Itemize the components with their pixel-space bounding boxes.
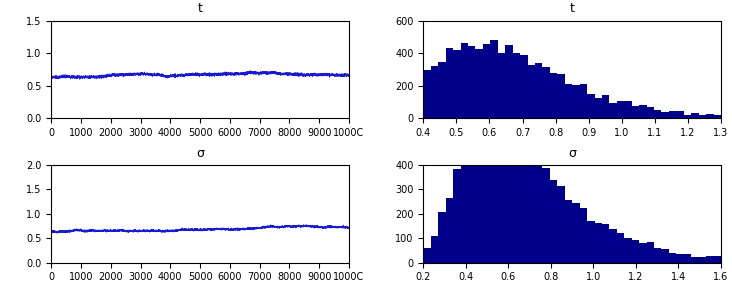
Bar <box>520 55 528 118</box>
Bar <box>565 84 572 118</box>
Bar <box>639 105 646 118</box>
Bar <box>684 254 691 263</box>
Bar <box>662 249 669 263</box>
Bar <box>654 110 662 118</box>
Bar <box>453 50 460 118</box>
Bar <box>706 256 714 263</box>
Bar <box>468 135 476 263</box>
Bar <box>438 62 446 118</box>
Bar <box>460 149 468 263</box>
Bar <box>453 169 460 263</box>
Bar <box>535 155 542 263</box>
Bar <box>483 125 490 263</box>
Bar <box>610 103 617 118</box>
Bar <box>468 46 476 118</box>
Bar <box>714 256 721 263</box>
Bar <box>706 114 714 118</box>
Bar <box>594 223 602 263</box>
Bar <box>676 253 684 263</box>
Bar <box>602 95 610 118</box>
Bar <box>476 129 483 263</box>
Bar <box>483 44 490 118</box>
Bar <box>646 242 654 263</box>
Bar <box>438 212 446 263</box>
Bar <box>580 84 587 118</box>
Bar <box>423 248 430 263</box>
Bar <box>691 258 698 263</box>
Bar <box>550 73 557 118</box>
Bar <box>669 111 676 118</box>
Bar <box>587 221 594 263</box>
Bar <box>550 180 557 263</box>
Bar <box>691 113 699 118</box>
Bar <box>476 49 483 118</box>
Bar <box>446 199 453 263</box>
Bar <box>594 98 602 118</box>
Bar <box>498 53 505 118</box>
Bar <box>654 248 662 263</box>
Bar <box>446 48 453 118</box>
Bar <box>423 70 430 118</box>
Title: σ: σ <box>568 147 576 160</box>
Bar <box>602 224 610 263</box>
Bar <box>542 168 550 263</box>
Bar <box>542 67 550 118</box>
Bar <box>498 131 505 263</box>
Bar <box>632 240 639 263</box>
Bar <box>684 115 691 118</box>
Bar <box>430 66 438 118</box>
Bar <box>460 43 468 118</box>
Bar <box>632 106 639 118</box>
Bar <box>535 63 542 118</box>
Bar <box>520 146 528 263</box>
Bar <box>617 101 624 118</box>
Bar <box>699 257 706 263</box>
Bar <box>572 203 580 263</box>
Bar <box>646 107 654 118</box>
Bar <box>565 200 572 263</box>
Bar <box>624 101 632 118</box>
Bar <box>528 65 535 118</box>
Bar <box>572 85 580 118</box>
Bar <box>430 237 438 263</box>
Bar <box>639 243 646 263</box>
Bar <box>490 40 498 118</box>
Bar <box>505 128 512 263</box>
Bar <box>490 128 498 263</box>
Bar <box>669 253 676 263</box>
Bar <box>662 112 669 118</box>
Bar <box>699 115 706 118</box>
Bar <box>512 53 520 118</box>
Title: t: t <box>198 2 203 15</box>
Bar <box>557 74 565 118</box>
Bar <box>624 238 632 263</box>
Bar <box>610 230 617 263</box>
Bar <box>587 94 594 118</box>
Bar <box>512 140 520 263</box>
Bar <box>505 45 512 118</box>
Bar <box>528 151 535 263</box>
Bar <box>580 208 587 263</box>
Title: σ: σ <box>196 147 204 160</box>
Bar <box>676 111 684 118</box>
Bar <box>617 233 624 263</box>
Bar <box>557 186 565 263</box>
Title: t: t <box>569 2 575 15</box>
Bar <box>714 115 721 118</box>
